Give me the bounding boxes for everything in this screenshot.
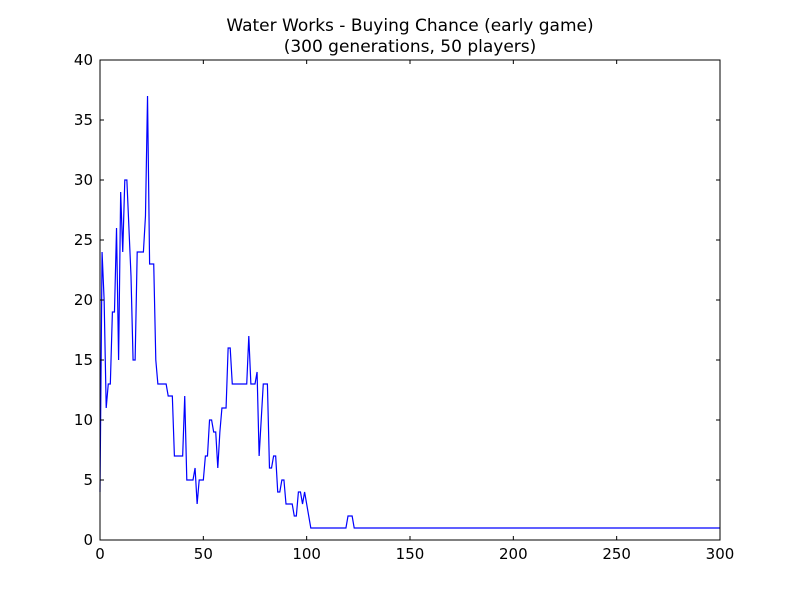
ticks-layer: 0 50 100 150 200 250 300 0 5 10 15 20 25 30 35 40 (74, 51, 734, 563)
y-tick-label: 0 (83, 531, 93, 549)
plot-frame (99, 59, 721, 541)
x-tick-label: 50 (194, 545, 213, 563)
y-tick-label: 35 (74, 111, 93, 129)
x-tick-label: 300 (706, 545, 735, 563)
x-tick-label: 200 (499, 545, 528, 563)
y-tick-label: 40 (74, 51, 93, 69)
y-tick-label: 15 (74, 351, 93, 369)
series-layer (99, 95, 720, 529)
y-tick-label: 5 (83, 471, 93, 489)
chart-title: Water Works - Buying Chance (early game) (226, 16, 593, 36)
y-tick-label: 30 (74, 171, 93, 189)
chart-subtitle: (300 generations, 50 players) (284, 37, 537, 57)
y-tick-label: 10 (74, 411, 93, 429)
x-tick-label: 0 (95, 545, 105, 563)
x-tick-label: 100 (292, 545, 321, 563)
y-tick-label: 25 (74, 231, 93, 249)
y-tick-label: 20 (74, 291, 93, 309)
series-line-0 (99, 95, 720, 529)
x-tick-label: 250 (602, 545, 631, 563)
x-tick-label: 150 (396, 545, 425, 563)
